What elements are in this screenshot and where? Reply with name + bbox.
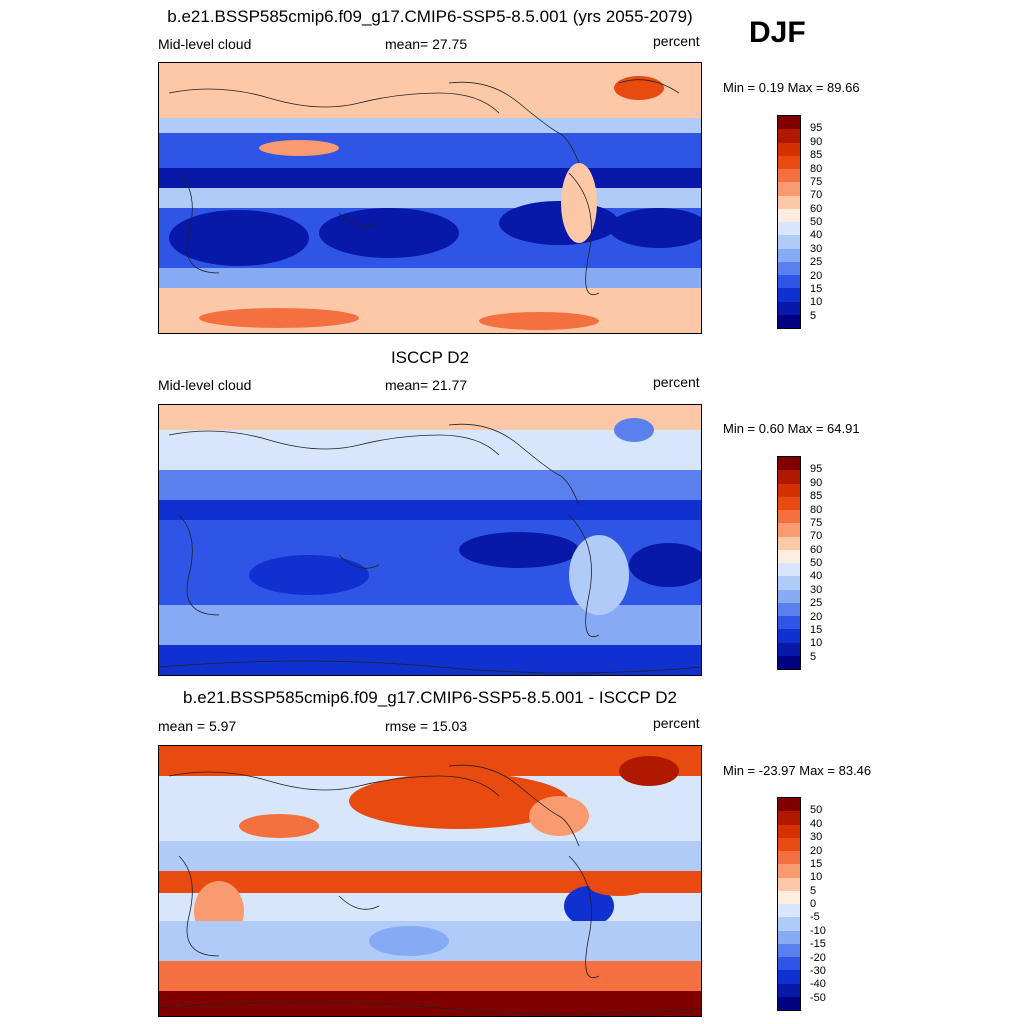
colorbar-tick: 30 [810,242,823,255]
colorbar-tick: -5 [810,911,820,924]
colorbar-tick: -40 [810,978,826,991]
colorbar-tick: 40 [810,817,823,830]
panel1-title: b.e21.BSSP585cmip6.f09_g17.CMIP6-SSP5-8.… [167,7,693,26]
colorbar-tick: 15 [810,623,823,636]
panel2-map [158,404,702,676]
colorbar-tick: 5 [810,650,817,663]
colorbar-tick: 15 [810,857,823,870]
colorbar-tick: 95 [810,463,823,476]
panel3-map [158,745,702,1017]
colorbar-tick: -50 [810,991,826,1004]
panel3-minmax-label: Min = -23.97 Max = 83.46 [723,763,872,778]
panel2-units-label: percent [653,374,700,390]
colorbar-tick: -20 [810,951,826,964]
panel2-title: ISCCP D2 [390,348,470,367]
colorbar-tick: 5 [810,884,817,897]
colorbar-tick: 0 [810,898,817,910]
colorbar-tick: 80 [810,162,823,175]
colorbar-tick: 30 [810,583,823,596]
colorbar-tick: 85 [810,149,823,162]
colorbar-tick: 10 [810,637,823,650]
colorbar-tick: 20 [810,269,823,282]
panel1-colorbar [777,115,801,329]
panel1-minmax-label: Min = 0.19 Max = 89.66 [723,80,860,95]
colorbar-tick: 50 [810,557,823,569]
colorbar-tick: 70 [810,189,823,202]
colorbar-tick: -10 [810,924,826,937]
colorbar-tick: -15 [810,938,826,951]
colorbar-tick: -30 [810,964,826,977]
panel3-mean-label: mean = 5.97 [158,718,237,734]
panel1-variable-label: Mid-level cloud [158,36,252,52]
panel1-mean-label: mean= 27.75 [385,36,468,52]
panel3-colorbar [777,797,801,1011]
colorbar-tick: 60 [810,543,823,556]
panel1-map [158,62,702,334]
colorbar-tick: 60 [810,202,823,215]
panel3-units-label: percent [653,715,700,731]
colorbar-tick: 20 [810,844,823,857]
panel2-variable-label: Mid-level cloud [158,377,252,393]
colorbar-tick: 25 [810,256,823,269]
panel2-colorbar [777,456,801,670]
panel2-minmax-label: Min = 0.60 Max = 64.91 [723,421,860,436]
panel1-units-label: percent [653,33,700,49]
colorbar-tick: 95 [810,122,823,135]
season-label: DJF [749,16,806,49]
colorbar-tick: 5 [810,309,817,322]
colorbar-tick: 90 [810,135,823,148]
colorbar-tick: 15 [810,282,823,295]
colorbar-tick: 75 [810,175,823,188]
colorbar-tick: 25 [810,597,823,610]
panel3-rmse-label: rmse = 15.03 [385,718,468,734]
colorbar-tick: 10 [810,296,823,309]
panel3-title: b.e21.BSSP585cmip6.f09_g17.CMIP6-SSP5-8.… [183,688,677,707]
colorbar-tick: 30 [810,831,823,844]
colorbar-tick: 75 [810,516,823,529]
colorbar-tick: 50 [810,216,823,228]
colorbar-tick: 40 [810,229,823,242]
colorbar-tick: 80 [810,503,823,516]
colorbar-tick: 40 [810,570,823,583]
colorbar-tick: 70 [810,530,823,543]
colorbar-tick: 10 [810,871,823,884]
panel2-mean-label: mean= 21.77 [385,377,468,393]
colorbar-tick: 85 [810,490,823,503]
colorbar-tick: 50 [810,804,823,817]
colorbar-tick: 20 [810,610,823,623]
colorbar-tick: 90 [810,476,823,489]
